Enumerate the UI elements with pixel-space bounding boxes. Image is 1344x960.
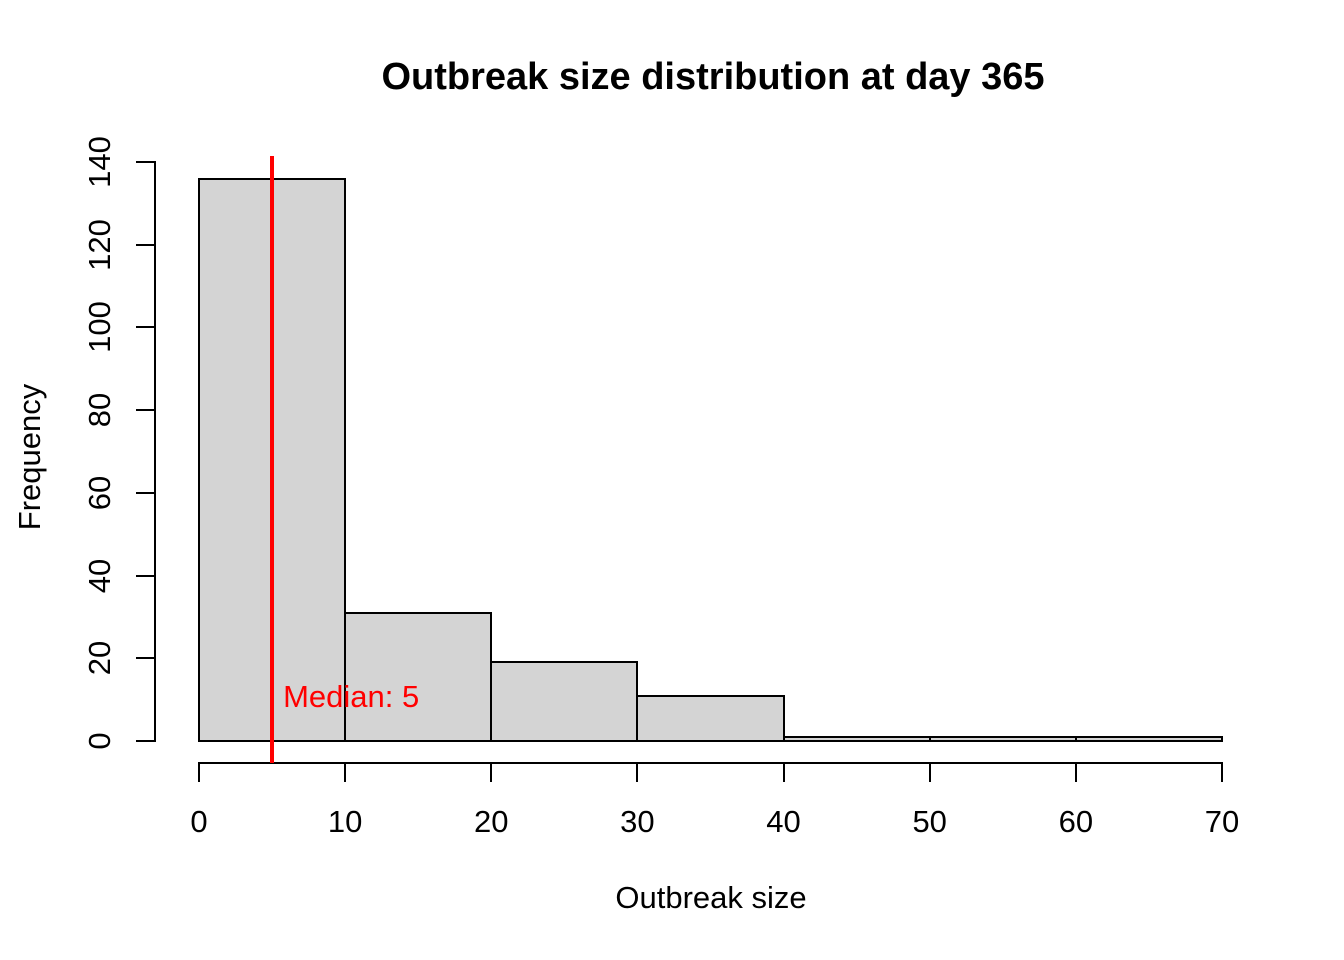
- median-line: [270, 156, 275, 763]
- y-axis-label: Frequency: [11, 383, 47, 531]
- x-tick: [490, 764, 493, 782]
- y-tick: [136, 740, 154, 742]
- x-tick-label: 50: [912, 804, 947, 839]
- x-tick: [1074, 764, 1077, 782]
- histogram-bar: [344, 611, 493, 742]
- x-axis-line: [198, 762, 1223, 764]
- y-axis-line: [154, 161, 156, 742]
- x-tick-label: 0: [190, 804, 208, 839]
- x-tick-label: 40: [766, 804, 801, 839]
- x-tick: [198, 764, 200, 782]
- x-tick-label: 20: [474, 804, 509, 839]
- x-tick: [782, 764, 785, 782]
- y-tick: [136, 409, 154, 412]
- y-tick: [136, 657, 154, 660]
- histogram-bar: [490, 661, 639, 742]
- histogram-bar: [636, 694, 785, 742]
- y-tick-label: 140: [81, 136, 117, 188]
- chart-title: Outbreak size distribution at day 365: [381, 56, 1045, 98]
- x-tick-label: 10: [327, 804, 363, 839]
- y-tick: [136, 161, 154, 163]
- x-tick: [344, 764, 347, 782]
- x-tick: [928, 764, 931, 782]
- y-tick: [136, 326, 154, 329]
- histogram-bar: [1074, 735, 1223, 742]
- x-tick: [1220, 764, 1223, 782]
- y-tick: [136, 491, 154, 494]
- x-tick-label: 30: [620, 804, 655, 839]
- x-tick-label: 70: [1204, 804, 1240, 839]
- histogram-bar: [782, 735, 931, 742]
- x-tick-label: 60: [1058, 804, 1094, 839]
- median-label: Median: 5: [283, 679, 420, 714]
- x-tick: [636, 764, 639, 782]
- histogram-bar: [928, 735, 1077, 742]
- x-axis-label: Outbreak size: [615, 880, 807, 915]
- y-tick: [136, 243, 154, 246]
- y-tick: [136, 574, 154, 577]
